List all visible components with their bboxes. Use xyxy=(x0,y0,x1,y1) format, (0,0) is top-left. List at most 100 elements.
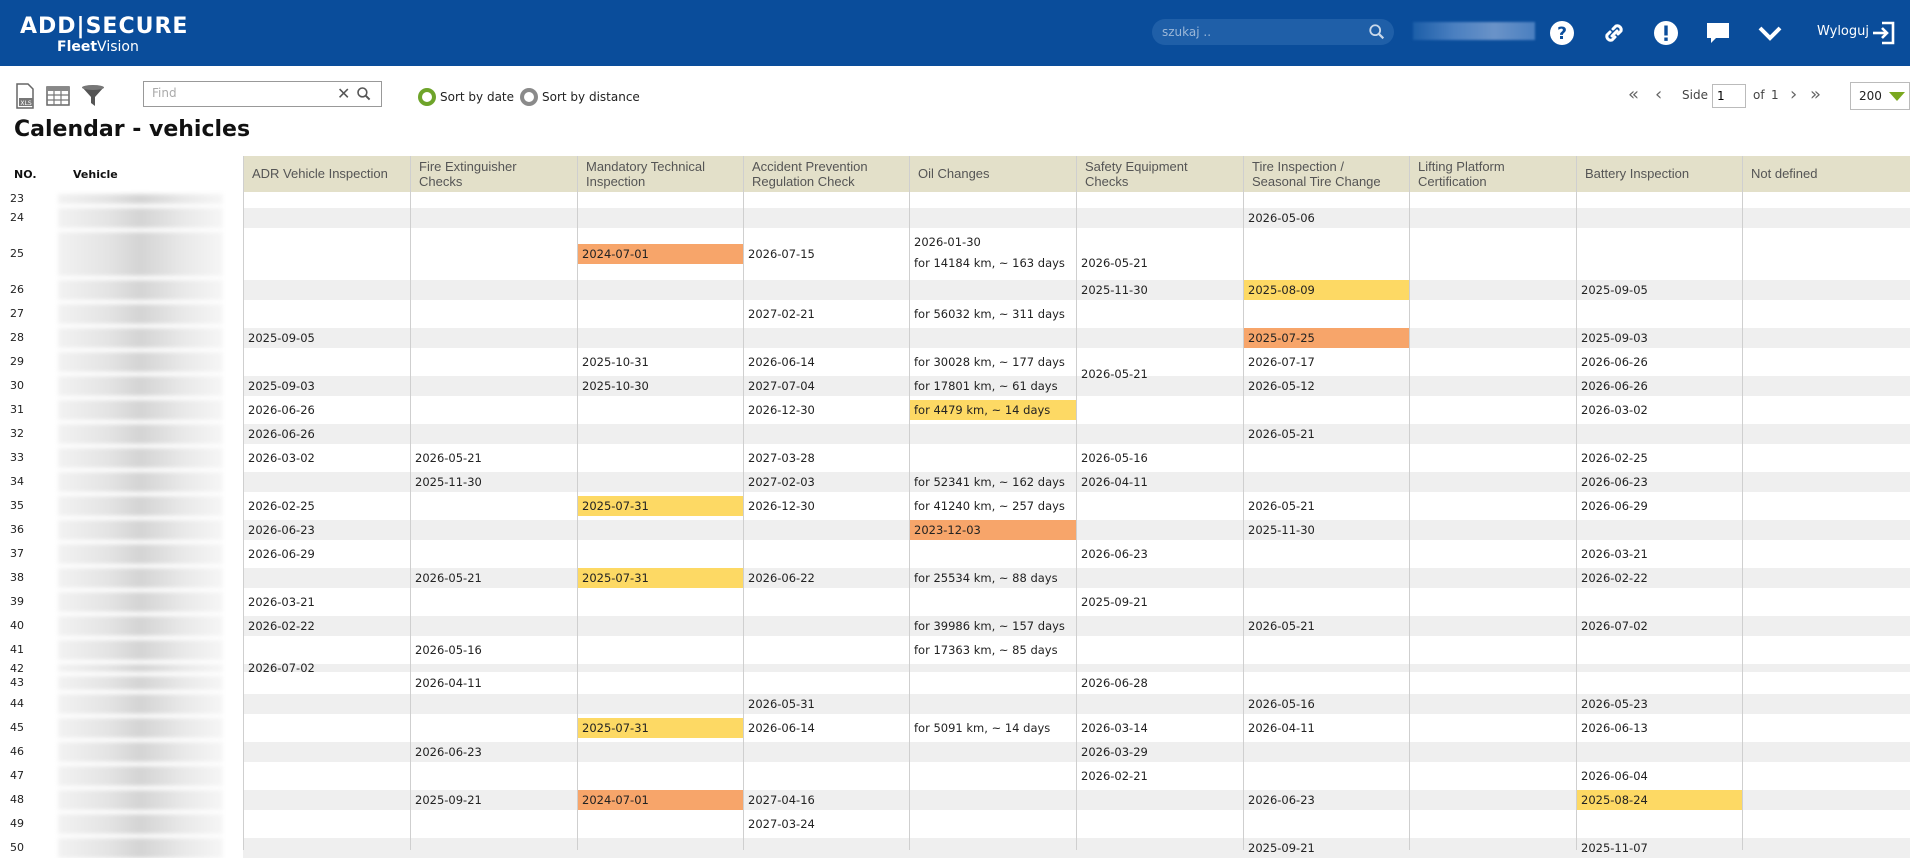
due-soon-date-cell[interactable]: 2025-08-24 xyxy=(1577,790,1742,810)
date-cell[interactable]: 2025-11-07 xyxy=(1581,841,1648,855)
date-cell[interactable]: 2026-06-23 xyxy=(415,745,482,759)
vehicle-name-blurred[interactable] xyxy=(58,718,223,738)
date-cell[interactable]: 2026-02-25 xyxy=(248,499,315,513)
date-cell[interactable]: 2026-05-21 xyxy=(1081,256,1148,270)
date-cell[interactable]: 2026-02-22 xyxy=(1581,571,1648,585)
date-cell[interactable]: 2026-06-23 xyxy=(1581,475,1648,489)
next-page-icon[interactable]: › xyxy=(1790,84,1798,105)
vehicle-name-blurred[interactable] xyxy=(58,304,223,324)
date-cell[interactable]: 2026-05-16 xyxy=(1081,451,1148,465)
link-icon[interactable] xyxy=(1600,19,1628,47)
vehicle-name-blurred[interactable] xyxy=(58,664,223,672)
date-cell[interactable]: 2027-03-28 xyxy=(748,451,815,465)
export-xls-icon[interactable]: XLS xyxy=(12,83,38,109)
vehicle-name-blurred[interactable] xyxy=(58,208,223,228)
date-cell[interactable]: 2026-05-31 xyxy=(748,697,815,711)
date-cell[interactable]: 2025-10-31 xyxy=(582,355,649,369)
date-cell[interactable]: 2026-04-11 xyxy=(1248,721,1315,735)
vehicle-name-blurred[interactable] xyxy=(58,424,223,444)
chevron-down-icon[interactable] xyxy=(1756,19,1784,47)
date-cell[interactable]: 2026-06-28 xyxy=(1081,676,1148,690)
due-soon-date-cell[interactable]: 2025-07-31 xyxy=(578,718,743,738)
date-cell[interactable]: 2026-03-02 xyxy=(248,451,315,465)
search-icon[interactable] xyxy=(356,86,372,102)
date-cell[interactable]: 2025-09-03 xyxy=(248,379,315,393)
vehicle-name-blurred[interactable] xyxy=(58,694,223,714)
date-cell[interactable]: 2026-06-26 xyxy=(248,427,315,441)
date-cell[interactable]: 2026-06-22 xyxy=(748,571,815,585)
date-cell[interactable]: for 52341 km, ~ 162 days xyxy=(914,475,1065,489)
chat-icon[interactable] xyxy=(1704,19,1732,47)
date-cell[interactable]: 2026-05-21 xyxy=(1248,619,1315,633)
date-cell[interactable]: 2026-03-14 xyxy=(1081,721,1148,735)
vehicle-name-blurred[interactable] xyxy=(58,376,223,396)
addsecure-logo[interactable]: ADD|SECURE FleetVision xyxy=(20,14,187,55)
date-cell[interactable]: 2026-12-30 xyxy=(748,499,815,513)
date-cell[interactable]: 2026-02-25 xyxy=(1581,451,1648,465)
vehicle-name-blurred[interactable] xyxy=(58,742,223,762)
due-soon-date-cell[interactable]: 2025-07-31 xyxy=(578,568,743,588)
find-field[interactable]: ✕ xyxy=(143,81,382,107)
date-cell[interactable]: 2026-06-23 xyxy=(1081,547,1148,561)
date-cell[interactable]: 2026-05-21 xyxy=(1248,427,1315,441)
last-page-icon[interactable]: » xyxy=(1810,84,1822,105)
vehicle-name-blurred[interactable] xyxy=(58,400,223,420)
find-input[interactable] xyxy=(152,86,332,100)
date-cell[interactable]: 2025-11-30 xyxy=(1081,283,1148,297)
overdue-date-cell[interactable]: 2025-07-25 xyxy=(1244,328,1409,348)
date-cell[interactable]: for 41240 km, ~ 257 days xyxy=(914,499,1065,513)
vehicle-name-blurred[interactable] xyxy=(58,568,223,588)
date-cell[interactable]: 2026-05-23 xyxy=(1581,697,1648,711)
vehicle-name-blurred[interactable] xyxy=(58,328,223,348)
date-cell[interactable]: 2026-01-30 xyxy=(914,235,981,249)
column-header-accident-prevention-regulation-check[interactable]: Accident Prevention Regulation Check xyxy=(743,156,909,192)
filter-icon[interactable] xyxy=(80,83,106,109)
date-cell[interactable]: 2026-07-02 xyxy=(248,661,315,675)
date-cell[interactable]: 2026-07-15 xyxy=(748,247,815,261)
column-header-adr-vehicle-inspection[interactable]: ADR Vehicle Inspection xyxy=(243,156,410,192)
clear-icon[interactable]: ✕ xyxy=(337,84,351,103)
column-header-fire-extinguisher-checks[interactable]: Fire Extinguisher Checks xyxy=(410,156,577,192)
vehicle-name-blurred[interactable] xyxy=(58,520,223,540)
date-cell[interactable]: 2026-03-29 xyxy=(1081,745,1148,759)
vehicle-name-blurred[interactable] xyxy=(58,790,223,810)
vehicle-name-blurred[interactable] xyxy=(58,496,223,516)
column-header-oil-changes[interactable]: Oil Changes xyxy=(909,156,1076,192)
column-header-not-defined[interactable]: Not defined xyxy=(1742,156,1910,192)
sort-by-date-radio[interactable]: Sort by date xyxy=(418,87,514,107)
column-header-lifting-platform-certification[interactable]: Lifting Platform Certification xyxy=(1409,156,1576,192)
vehicle-name-blurred[interactable] xyxy=(58,352,223,372)
date-cell[interactable]: for 14184 km, ~ 163 days xyxy=(914,256,1065,270)
date-cell[interactable]: 2026-07-17 xyxy=(1248,355,1315,369)
date-cell[interactable]: 2027-02-21 xyxy=(748,307,815,321)
date-cell[interactable]: 2026-05-16 xyxy=(415,643,482,657)
date-cell[interactable]: 2027-02-03 xyxy=(748,475,815,489)
date-cell[interactable]: 2027-04-16 xyxy=(748,793,815,807)
date-cell[interactable]: 2026-06-14 xyxy=(748,721,815,735)
date-cell[interactable]: 2026-03-21 xyxy=(1581,547,1648,561)
date-cell[interactable]: 2026-05-21 xyxy=(1248,499,1315,513)
due-soon-date-cell[interactable]: 2025-07-31 xyxy=(578,496,743,516)
date-cell[interactable]: for 39986 km, ~ 157 days xyxy=(914,619,1065,633)
vehicle-name-blurred[interactable] xyxy=(58,616,223,636)
date-cell[interactable]: 2025-09-05 xyxy=(1581,283,1648,297)
date-cell[interactable]: 2026-06-26 xyxy=(248,403,315,417)
vehicle-name-blurred[interactable] xyxy=(58,814,223,834)
overdue-date-cell[interactable]: 2023-12-03 xyxy=(910,520,1076,540)
date-cell[interactable]: 2026-06-29 xyxy=(1581,499,1648,513)
date-cell[interactable]: 2026-05-06 xyxy=(1248,211,1315,225)
date-cell[interactable]: 2025-09-21 xyxy=(1248,841,1315,855)
column-header-tire-inspection[interactable]: Tire Inspection / Seasonal Tire Change xyxy=(1243,156,1409,192)
date-cell[interactable]: 2025-11-30 xyxy=(415,475,482,489)
column-header-mandatory-technical-inspection[interactable]: Mandatory Technical Inspection xyxy=(577,156,743,192)
date-cell[interactable]: 2026-05-12 xyxy=(1248,379,1315,393)
vehicle-name-blurred[interactable] xyxy=(58,448,223,468)
overdue-date-cell[interactable]: 2024-07-01 xyxy=(578,244,743,264)
column-header-safety-equipment-checks[interactable]: Safety Equipment Checks xyxy=(1076,156,1243,192)
overdue-date-cell[interactable]: 2024-07-01 xyxy=(578,790,743,810)
date-cell[interactable]: 2026-06-14 xyxy=(748,355,815,369)
date-cell[interactable]: 2026-07-02 xyxy=(1581,619,1648,633)
date-cell[interactable]: 2026-05-21 xyxy=(415,571,482,585)
date-cell[interactable]: 2025-09-21 xyxy=(1081,595,1148,609)
search-icon[interactable] xyxy=(1368,23,1386,41)
